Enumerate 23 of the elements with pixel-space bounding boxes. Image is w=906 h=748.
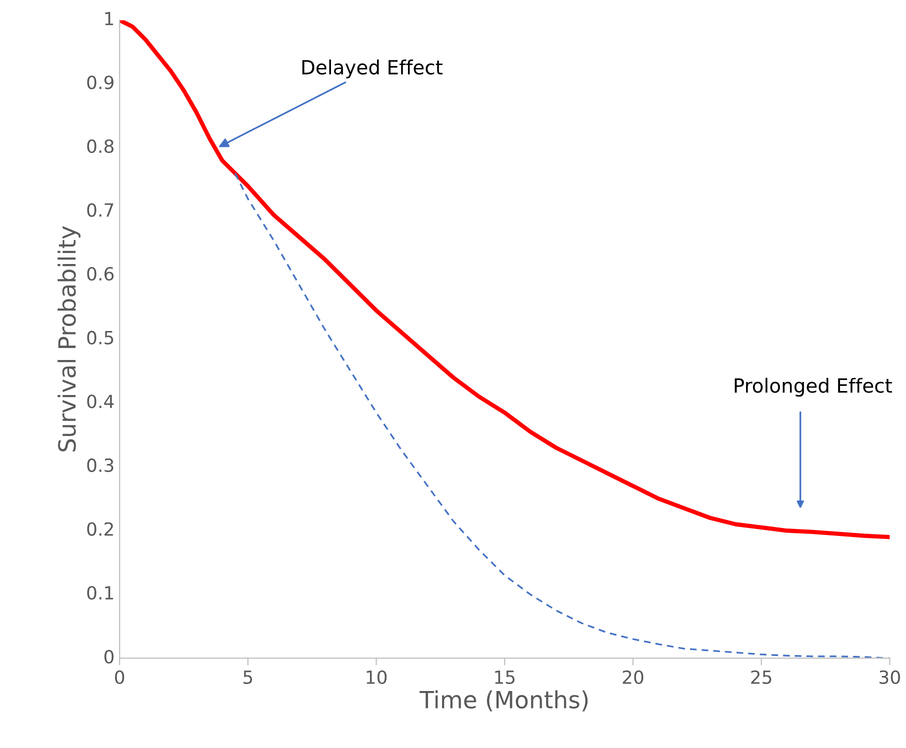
y-axis-title: Survival Probability [58,226,80,452]
x-tick-label: 25 [751,670,772,684]
y-tick-label: 0.1 [87,586,114,600]
y-tick-label: 0.2 [87,522,113,536]
x-tick-label: 0 [115,670,124,684]
x-tick-label: 30 [880,670,900,684]
line-series [120,20,890,540]
y-tick-label: 0.8 [87,139,114,154]
y-tick-label: 1 [105,12,114,26]
x-tick-label: 15 [495,670,515,684]
y-tick-label: 0.4 [87,394,114,408]
y-tick-label: 0.9 [87,76,114,90]
x-tick-label: 10 [366,670,387,684]
y-tick-label: 0.5 [87,330,114,344]
annotation: Prolonged Effect [734,378,892,397]
y-tick-label: 0 [104,650,114,664]
annotation: Delayed Effect [302,60,443,78]
y-tick-label: 0.6 [87,266,114,281]
x-tick-label: 20 [622,670,644,684]
y-tick-label: 0.3 [87,458,114,472]
x-tick-label: 5 [244,670,252,684]
y-tick-label: 0.7 [87,203,114,217]
x-axis-title: Time (Months) [420,690,588,712]
